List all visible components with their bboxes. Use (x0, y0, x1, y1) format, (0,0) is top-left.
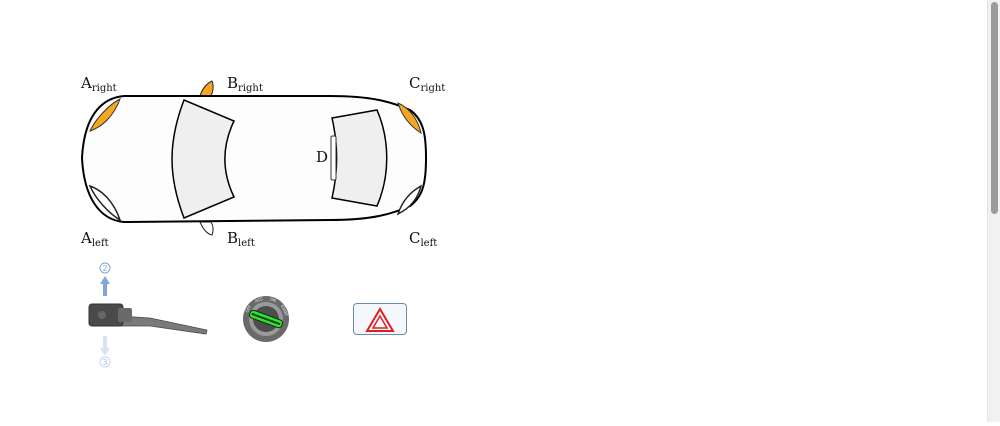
stalk-down-position[interactable]: 3 (99, 336, 111, 368)
stalk-lever (119, 315, 208, 335)
lamp-b-left (199, 221, 214, 236)
car-top-view (80, 80, 428, 236)
lamp-a-left (88, 184, 122, 222)
ignition-switch[interactable]: OFF ACC ON START (243, 296, 290, 342)
car-windshield (171, 99, 236, 219)
stalk-up-position[interactable]: 2 (99, 262, 111, 296)
turn-signal-stalk[interactable]: 2 3 (88, 262, 208, 368)
stalk-down-number: 3 (102, 358, 107, 367)
label-c-left: Cleft (409, 229, 437, 249)
arrow-down-icon (100, 336, 110, 356)
ignition-key-slot (249, 309, 283, 329)
label-a-left: Aleft (80, 229, 109, 249)
ignition-mark-acc: ACC (254, 296, 264, 304)
lamp-d (330, 135, 337, 181)
label-b-right: Bright (227, 74, 263, 94)
lamp-b-right (199, 80, 214, 97)
hazard-warning-button[interactable] (353, 303, 407, 335)
lamp-a-right (89, 97, 121, 132)
label-c-right: Cright (409, 74, 445, 94)
stalk-up-number: 2 (102, 264, 107, 273)
lamp-c-right (397, 102, 422, 135)
hazard-triangle-icon (365, 307, 395, 332)
label-b-left: Bleft (227, 229, 255, 249)
lamp-c-left (396, 184, 423, 216)
arrow-up-icon (100, 276, 110, 296)
vertical-scrollbar[interactable] (987, 0, 1000, 422)
label-a-right: Aright (80, 74, 117, 94)
ignition-mark-start: START (280, 304, 290, 318)
label-d: D (316, 148, 328, 166)
ignition-mark-on: ON (269, 296, 276, 303)
scrollbar-thumb[interactable] (991, 2, 998, 214)
car-rear-window (331, 109, 388, 207)
ignition-mark-off: OFF (244, 304, 253, 314)
